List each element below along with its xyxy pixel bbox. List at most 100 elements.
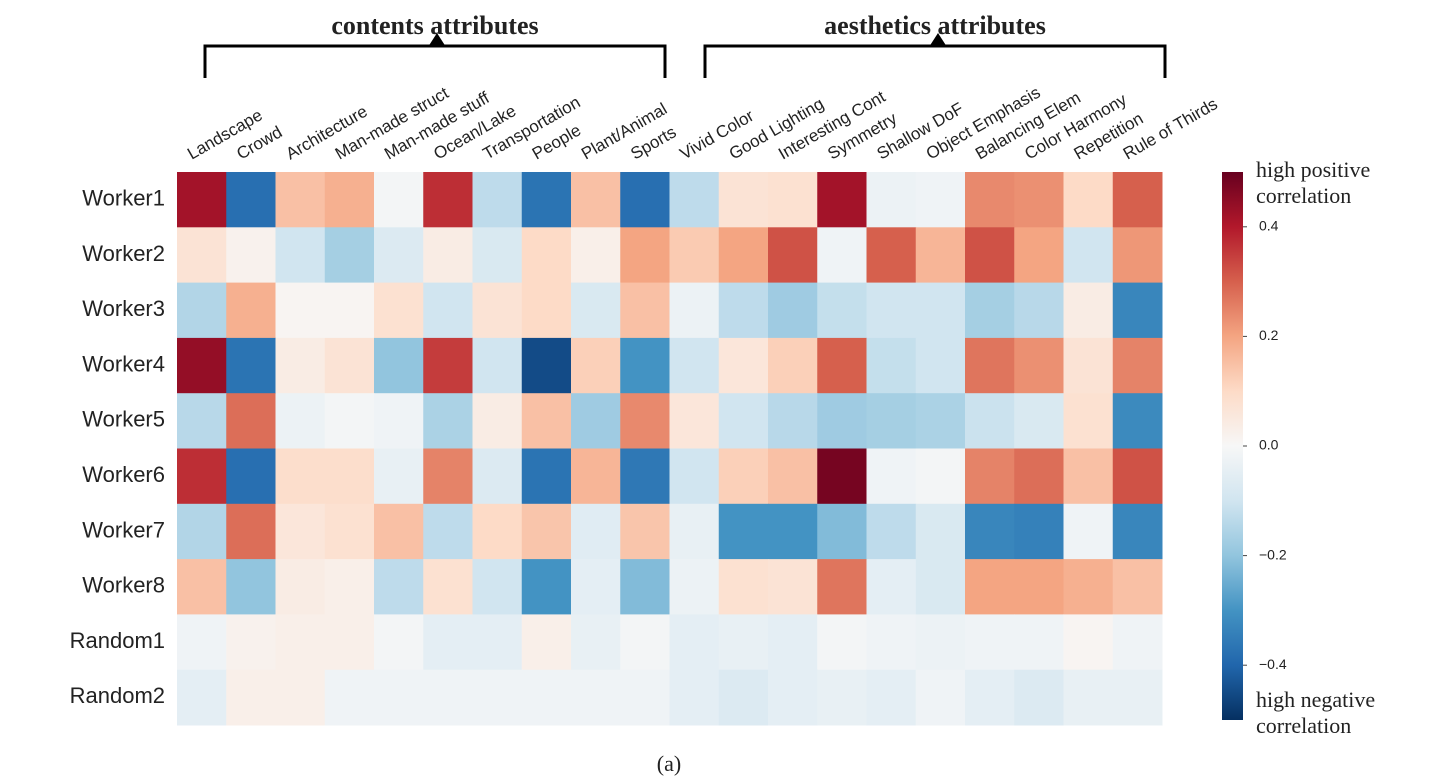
cell [915,227,966,284]
cell [1063,559,1114,615]
row-label: Worker1 [82,185,165,210]
cell [324,282,375,339]
cell [226,614,276,671]
cell [817,337,867,394]
cell [1112,282,1163,339]
cell [571,227,621,284]
cell [1014,669,1064,726]
cell [521,448,572,505]
cell [1014,448,1064,505]
cell [915,172,966,228]
cell [521,614,572,671]
cell [521,669,572,726]
colorbar-tick-label: 0.0 [1259,437,1279,453]
cell [1063,448,1114,505]
cell [866,614,917,671]
group-label: contents attributes [331,11,538,40]
brackets [203,44,1167,78]
cell [866,172,917,228]
cell [768,172,818,228]
cell [669,614,720,671]
cell [620,669,670,726]
cell [472,669,523,726]
cell [472,614,523,671]
row-label: Random1 [70,628,165,653]
cell [1063,227,1114,284]
cell [1063,503,1114,560]
cell [768,614,818,671]
cell [1063,172,1114,228]
cell [965,503,1015,560]
cell [669,227,720,284]
cell [177,448,227,505]
cell [718,448,769,505]
cell [226,503,276,560]
cell [374,282,424,339]
cell [521,559,572,615]
cell [718,559,769,615]
cell [177,503,227,560]
cell [226,172,276,228]
cell [866,448,917,505]
cell [275,669,326,726]
cell [374,503,424,560]
cell [374,669,424,726]
cell [275,614,326,671]
cell [1112,172,1163,228]
cell [866,337,917,394]
cell [472,227,523,284]
cell [1014,282,1064,339]
cell [620,337,670,394]
cell [620,393,670,449]
cell [620,614,670,671]
cell [1014,337,1064,394]
cell [866,282,917,339]
colorbar-tick-label: −0.4 [1259,656,1287,672]
colorbar-label: high negative [1256,687,1375,712]
cell [571,559,621,615]
row-label: Worker8 [82,573,165,598]
cell [177,614,227,671]
cell [226,393,276,449]
cell [177,669,227,726]
cell [472,503,523,560]
cell [423,559,473,615]
cell [817,614,867,671]
cell [177,172,227,228]
cell [275,227,326,284]
cell [1112,227,1163,284]
cell [324,337,375,394]
cell [1112,393,1163,449]
cell [915,282,966,339]
cell [177,282,227,339]
cell [226,282,276,339]
cell [669,393,720,449]
colorbar-label: correlation [1256,183,1351,208]
cell [571,172,621,228]
cell [1063,393,1114,449]
cell [571,282,621,339]
cell [1063,614,1114,671]
cell [1112,669,1163,726]
cell [275,393,326,449]
cell [1063,282,1114,339]
cell [571,393,621,449]
cell [718,227,769,284]
cell [521,227,572,284]
cell [1112,337,1163,394]
cell [423,282,473,339]
cell [1112,448,1163,505]
cell [374,172,424,228]
cell [571,614,621,671]
cell [866,227,917,284]
cell [472,172,523,228]
cell [768,448,818,505]
cell [472,282,523,339]
cell [620,172,670,228]
cell [817,282,867,339]
cell [965,282,1015,339]
cell [177,559,227,615]
cell [324,669,375,726]
cell [423,393,473,449]
